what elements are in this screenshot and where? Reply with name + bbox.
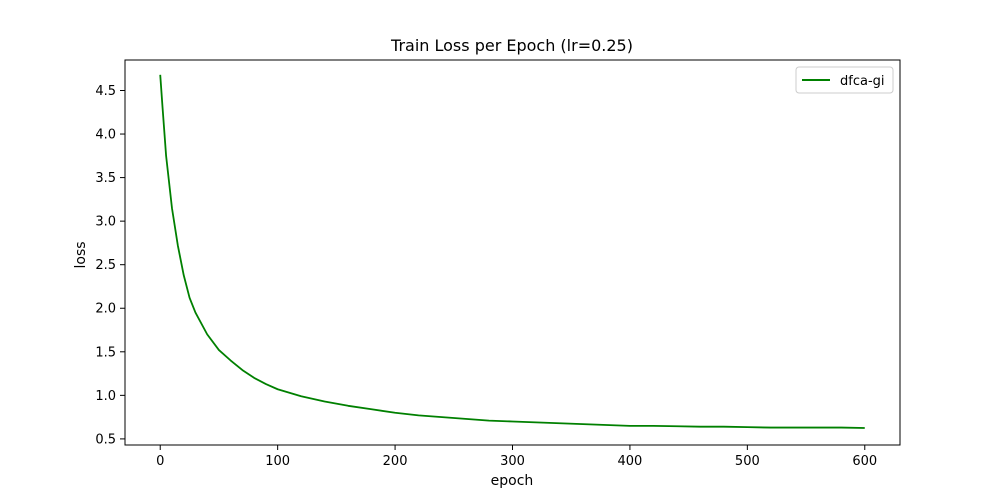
plot-area: 0 100 200 300 400 500 600 0.5 1.0 1.5 2.0 2.5 3.0 3.5… <box>95 59 901 469</box>
y-axis-title: loss <box>73 241 89 268</box>
legend: dfca-gi <box>795 66 894 94</box>
y-tick-label: 1.5 <box>95 345 116 360</box>
y-tick-label: 2.5 <box>95 258 116 273</box>
legend-label-dfca-gi: dfca-gi <box>840 74 885 89</box>
x-tick-label: 400 <box>618 454 643 469</box>
y-tick-label: 4.0 <box>95 128 116 143</box>
x-tick-label: 200 <box>383 454 408 469</box>
legend-box <box>795 66 894 94</box>
x-tick-label: 0 <box>156 454 164 469</box>
series-line-dfca-gi <box>159 74 865 429</box>
x-tick-label: 500 <box>735 454 760 469</box>
y-tick-label: 0.5 <box>95 432 116 447</box>
y-tick-label: 3.5 <box>95 171 116 186</box>
x-tick-label: 100 <box>265 454 290 469</box>
y-tick-label: 4.5 <box>95 84 116 99</box>
y-tick-label: 2.0 <box>95 302 116 317</box>
chart-title: Train Loss per Epoch (lr=0.25) <box>390 36 633 55</box>
x-tick-label: 600 <box>852 454 877 469</box>
y-tick-label: 3.0 <box>95 215 116 230</box>
x-axis-title: epoch <box>491 473 534 489</box>
y-tick-label: 1.0 <box>95 389 116 404</box>
x-tick-label: 300 <box>500 454 525 469</box>
